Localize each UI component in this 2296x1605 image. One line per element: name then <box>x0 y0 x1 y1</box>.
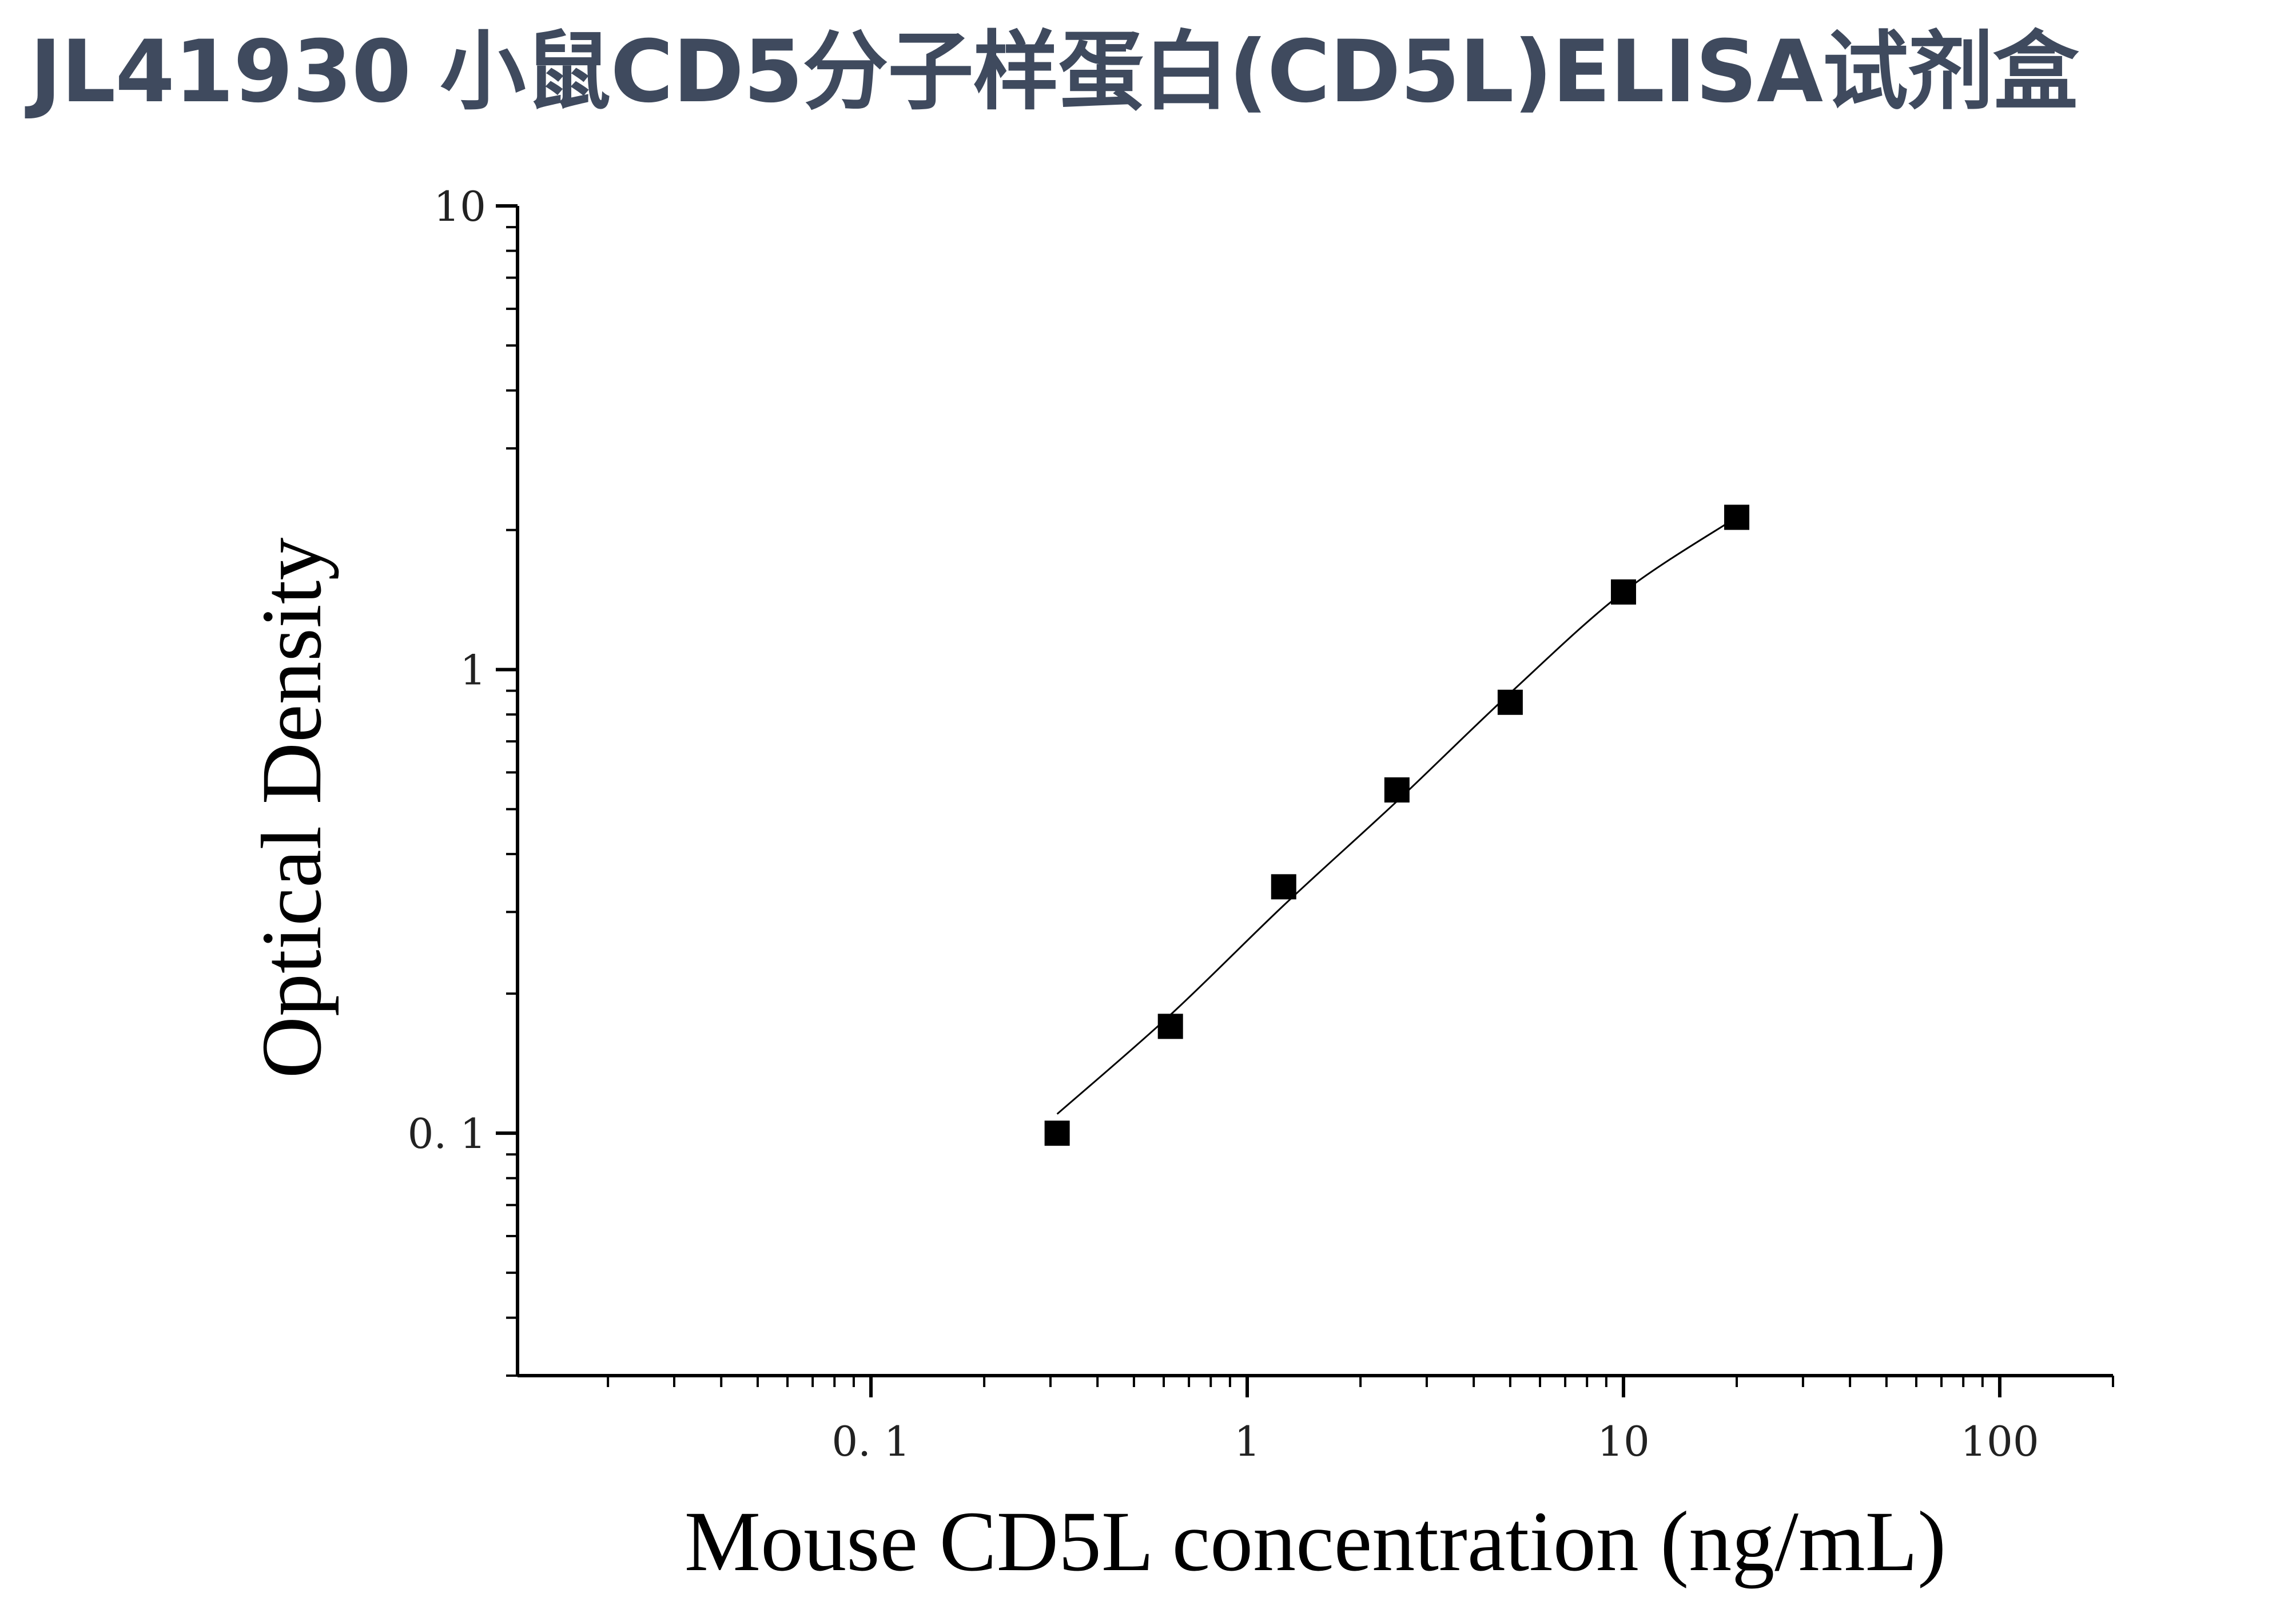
data-point <box>1384 777 1410 803</box>
data-point <box>1271 874 1296 900</box>
y-axis-title: Optical Density <box>244 538 339 1079</box>
data-point <box>1044 1121 1070 1146</box>
chart-tick-labels: 0. 1 1 10 100 0. 1 1 10 <box>408 182 2039 1465</box>
chart-ticks <box>496 204 2114 1397</box>
data-points <box>1044 504 1750 1146</box>
data-point <box>1610 579 1636 605</box>
y-tick-label: 10 <box>433 182 486 231</box>
page-title: JL41930 小鼠CD5分子样蛋白(CD5L)ELISA试剂盒 <box>30 22 2079 122</box>
x-tick-label: 10 <box>1597 1417 1650 1465</box>
chart-axes <box>516 206 2113 1377</box>
x-tick-label: 100 <box>1960 1417 2039 1465</box>
y-tick-label: 0. 1 <box>408 1110 486 1158</box>
data-point <box>1157 1014 1183 1039</box>
y-tick-label: 1 <box>460 646 486 694</box>
x-axis-title: Mouse CD5L concentration (ng/mL) <box>685 1494 1946 1589</box>
x-tick-label: 1 <box>1234 1417 1260 1465</box>
x-tick-label: 0. 1 <box>831 1417 910 1465</box>
data-point <box>1724 504 1750 530</box>
data-point <box>1497 689 1523 715</box>
